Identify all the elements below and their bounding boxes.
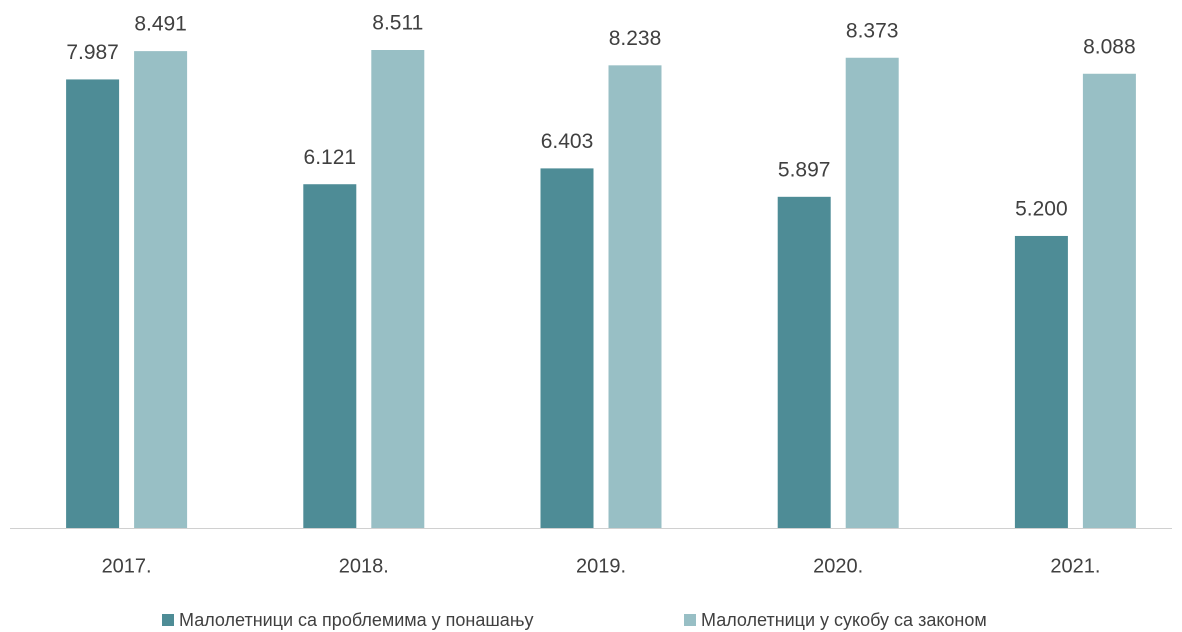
legend-swatch: [162, 614, 174, 626]
data-label: 7.987: [66, 41, 119, 64]
legend-swatch: [684, 614, 696, 626]
x-tick-label: 2017.: [102, 555, 152, 577]
bar: [134, 51, 188, 528]
x-tick-label: 2021.: [1050, 555, 1100, 577]
data-label: 6.403: [541, 130, 594, 153]
data-label: 8.373: [846, 19, 899, 42]
x-tick-label: 2020.: [813, 555, 863, 577]
x-tick-label: 2018.: [339, 555, 389, 577]
data-label: 8.491: [134, 13, 187, 36]
bar: [303, 184, 357, 528]
data-label: 8.238: [609, 27, 662, 50]
bar: [540, 168, 594, 528]
bar: [845, 57, 899, 529]
bar: [66, 79, 120, 529]
legend-label: Малолетници у сукобу са законом: [701, 610, 987, 630]
data-label: 5.200: [1015, 198, 1068, 221]
bar: [1014, 235, 1068, 528]
legend-label: Малолетници са проблемима у понашању: [179, 610, 533, 630]
bar: [1082, 73, 1136, 529]
bar: [608, 65, 662, 528]
data-label: 5.897: [778, 158, 831, 181]
data-label: 8.511: [372, 12, 423, 35]
bar: [371, 50, 425, 528]
data-label: 6.121: [304, 146, 357, 169]
data-label: 8.088: [1083, 35, 1136, 58]
bar: [777, 196, 831, 528]
x-tick-label: 2019.: [576, 555, 626, 577]
